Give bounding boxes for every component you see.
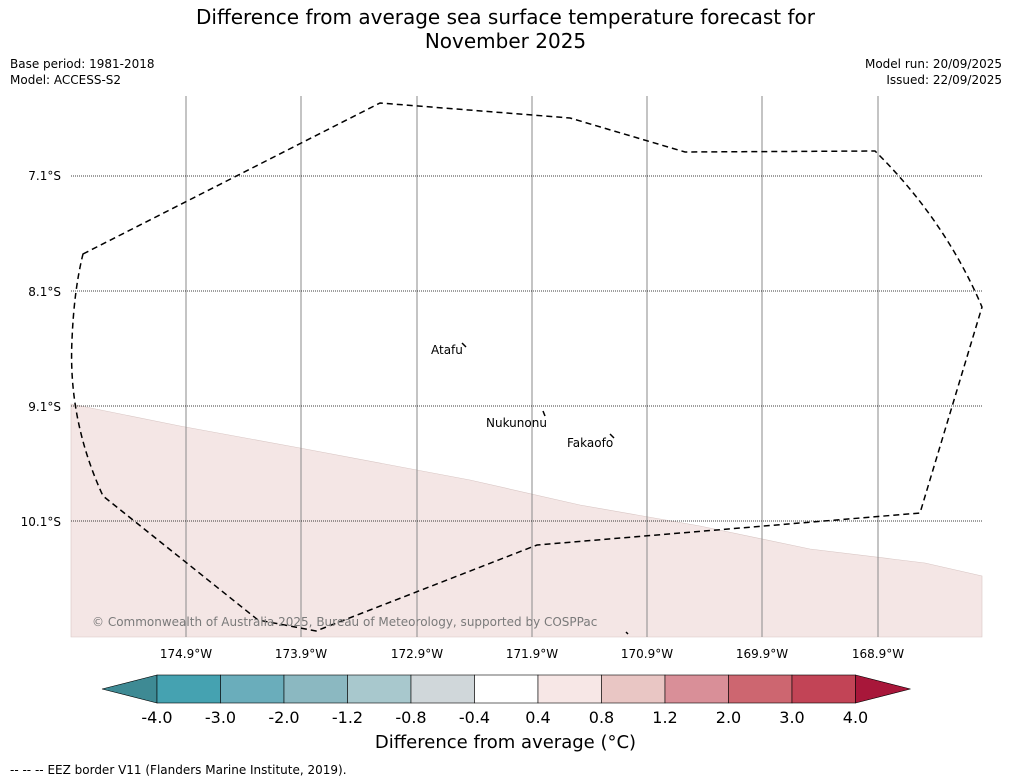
lon-label-168-9: 168.9°W [852, 647, 904, 661]
chart-title: Difference from average sea surface temp… [0, 5, 1011, 53]
anomaly-region [70, 403, 983, 638]
place-label-atafu: Atafu [431, 343, 463, 357]
colorbar-tick-label: 2.0 [716, 708, 741, 727]
colorbar-swatches [101, 674, 911, 704]
chart-title-line1: Difference from average sea surface temp… [195, 5, 815, 29]
small-island [625, 631, 629, 635]
colorbar-ticks: -4.0 -3.0 -2.0 -1.2 -0.8 -0.4 0.4 0.8 1.2 2.0 3.0 4… [141, 708, 868, 727]
colorbar-tick-label: 3.0 [779, 708, 804, 727]
lon-label-172-9: 172.9°W [391, 647, 443, 661]
colorbar-segment [410, 674, 475, 704]
colorbar-segment [791, 674, 856, 704]
place-label-nukunonu: Nukunonu [486, 416, 547, 430]
meridian-lines [185, 96, 879, 637]
chart-title-line2: November 2025 [424, 29, 587, 53]
lat-label-8-1: 8.1°S [28, 285, 61, 299]
colorbar-tick-label: -2.0 [268, 708, 299, 727]
place-label-fakaofo: Fakaofo [567, 436, 613, 450]
lat-label-10-1: 10.1°S [21, 515, 61, 529]
islands [461, 342, 629, 635]
colorbar-segment [347, 674, 412, 704]
colorbar-tick-label: 0.4 [525, 708, 550, 727]
meta-right: Model run: 20/09/2025 Issued: 22/09/2025 [865, 56, 1002, 88]
lon-label-174-9: 174.9°W [160, 647, 212, 661]
colorbar-tick-label: 4.0 [843, 708, 868, 727]
colorbar-tick-label: -0.4 [459, 708, 490, 727]
lon-label-170-9: 170.9°W [621, 647, 673, 661]
eez-border [70, 102, 983, 632]
colorbar-segment [220, 674, 285, 704]
colorbar-segment [728, 674, 793, 704]
colorbar-segment [601, 674, 666, 704]
eez-legend-symbol: -- -- -- [10, 763, 44, 777]
colorbar-tick-label: -4.0 [141, 708, 172, 727]
legend-footer: -- -- -- EEZ border V11 (Flanders Marine… [10, 763, 347, 777]
eez-legend-text: EEZ border V11 (Flanders Marine Institut… [47, 763, 347, 777]
lat-label-7-1: 7.1°S [28, 169, 61, 183]
issued-text: Issued: 22/09/2025 [886, 73, 1002, 87]
lat-label-9-1: 9.1°S [28, 400, 61, 414]
meta-left: Base period: 1981-2018 Model: ACCESS-S2 [10, 56, 155, 88]
colorbar-segment [664, 674, 729, 704]
colorbar-tick-label: -0.8 [395, 708, 426, 727]
colorbar-segment [283, 674, 348, 704]
colorbar-title: Difference from average (°C) [374, 732, 637, 753]
colorbar-tick-label: 0.8 [589, 708, 614, 727]
lon-label-171-9: 171.9°W [506, 647, 558, 661]
lon-label-173-9: 173.9°W [275, 647, 327, 661]
colorbar-tick-label: -3.0 [205, 708, 236, 727]
atafu-island [461, 342, 467, 348]
colorbar-segment [156, 674, 221, 704]
lon-label-169-9: 169.9°W [736, 647, 788, 661]
colorbar-extend-low [101, 674, 158, 704]
colorbar-tick-label: 1.2 [652, 708, 677, 727]
copyright-text: © Commonwealth of Australia 2025, Bureau… [92, 615, 597, 629]
colorbar-segment [537, 674, 602, 704]
model-run-text: Model run: 20/09/2025 [864, 57, 1002, 71]
colorbar-extend-high [855, 674, 911, 704]
colorbar-segment [474, 674, 539, 704]
base-period-text: Base period: 1981-2018 [10, 57, 155, 71]
fakaofo-island [609, 433, 615, 439]
nukunonu-island [542, 410, 546, 417]
model-text: Model: ACCESS-S2 [10, 73, 122, 87]
colorbar-tick-label: -1.2 [332, 708, 363, 727]
